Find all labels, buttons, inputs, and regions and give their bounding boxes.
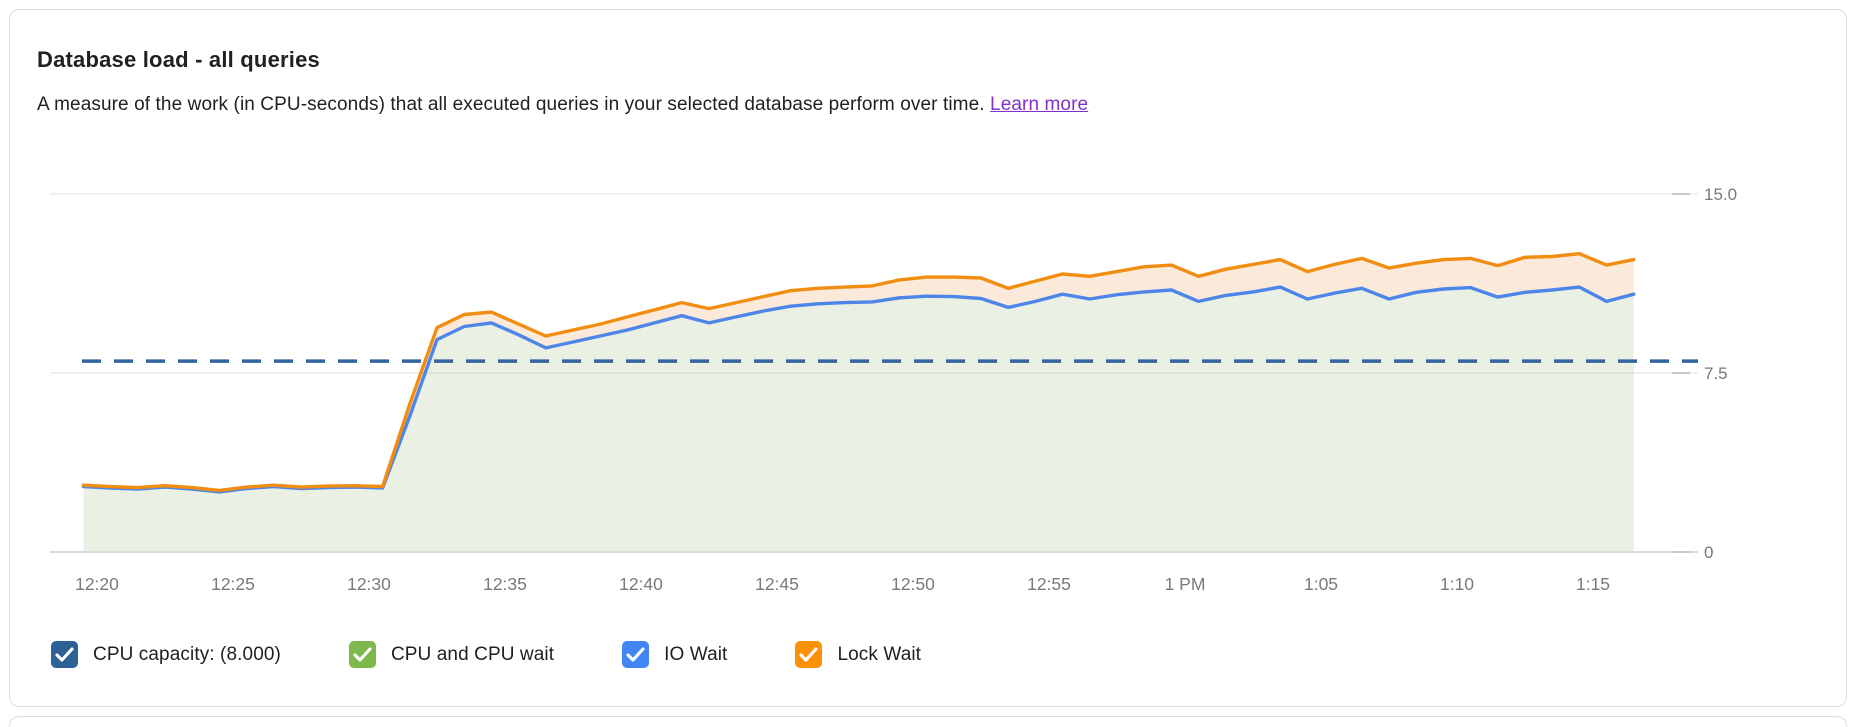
x-axis-label: 1 PM <box>1165 574 1206 594</box>
y-axis-label: 7.5 <box>1704 364 1728 383</box>
legend-item-lock-wait[interactable]: Lock Wait <box>795 641 921 668</box>
database-load-chart[interactable]: 15.0 7.5 0 12:20 12:25 12:30 12:35 12:40 12:45 12… <box>10 141 1846 621</box>
io-wait-checkbox[interactable] <box>622 641 650 668</box>
cpu-and-cpu-wait-checkbox[interactable] <box>348 641 376 668</box>
legend-label-io-wait: IO Wait <box>664 643 728 665</box>
cpu-capacity-8-000-checkbox[interactable] <box>51 641 78 668</box>
subtitle-text: A measure of the work (in CPU-seconds) t… <box>37 94 985 115</box>
x-axis-label: 1:15 <box>1576 574 1610 594</box>
x-axis-label: 12:40 <box>619 574 663 594</box>
database-load-card: Database load - all queries A measure of… <box>9 9 1847 707</box>
legend-item-io-wait[interactable]: IO Wait <box>622 641 727 668</box>
legend-label-cpu-capacity-8-000: CPU capacity: (8.000) <box>93 643 281 665</box>
learn-more-link[interactable]: Learn more <box>990 94 1089 115</box>
x-axis-label: 12:50 <box>891 574 935 594</box>
chart-area: 15.0 7.5 0 12:20 12:25 12:30 12:35 12:40 12:45 12… <box>10 141 1846 621</box>
x-axis-label: 12:30 <box>347 574 391 594</box>
checkmark-icon <box>353 647 372 662</box>
legend-item-cpu-and-cpu-wait[interactable]: CPU and CPU wait <box>348 641 555 668</box>
checkmark-icon <box>55 647 74 662</box>
checkmark-icon <box>799 647 819 662</box>
card-subtitle: A measure of the work (in CPU-seconds) t… <box>37 94 1088 116</box>
x-axis-label: 1:10 <box>1440 574 1474 594</box>
cpu-and-wait-area <box>83 287 1634 552</box>
page-title: Database load - all queries <box>37 47 320 72</box>
chart-legend: CPU capacity: (8.000) CPU and CPU wait IO … <box>51 641 921 668</box>
legend-label-lock-wait: Lock Wait <box>837 643 922 665</box>
checkmark-icon <box>626 647 645 662</box>
x-axis-label: 12:25 <box>211 574 255 594</box>
lock-wait-checkbox[interactable] <box>795 641 823 668</box>
x-axis-label: 12:35 <box>483 574 527 594</box>
x-axis-label: 12:55 <box>1027 574 1071 594</box>
y-axis-label: 15.0 <box>1704 185 1737 204</box>
x-axis-label: 12:20 <box>75 574 119 594</box>
x-axis-label: 12:45 <box>755 574 799 594</box>
lock-wait-line <box>81 251 1636 493</box>
x-axis-label: 1:05 <box>1304 574 1338 594</box>
legend-item-cpu-capacity-8-000[interactable]: CPU capacity: (8.000) <box>51 641 281 668</box>
next-card-top-edge <box>9 716 1847 727</box>
y-axis-label: 0 <box>1704 543 1713 562</box>
legend-label-cpu-and-cpu-wait: CPU and CPU wait <box>390 643 555 665</box>
